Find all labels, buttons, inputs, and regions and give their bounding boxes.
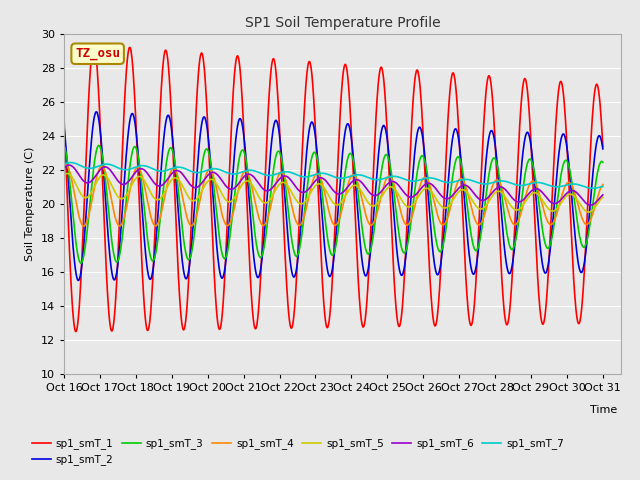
sp1_smT_5 <box>60 173 68 179</box>
sp1_smT_3 <box>180 241 188 247</box>
sp1_smT_3 <box>77 260 84 266</box>
sp1_smT_7 <box>599 183 607 189</box>
sp1_smT_2 <box>599 146 607 152</box>
sp1_smT_7 <box>67 160 75 166</box>
sp1_smT_7 <box>60 161 68 167</box>
sp1_smT_7 <box>589 185 596 191</box>
sp1_smT_5 <box>63 170 71 176</box>
sp1_smT_4 <box>241 168 249 174</box>
sp1_smT_1 <box>168 114 175 120</box>
Title: SP1 Soil Temperature Profile: SP1 Soil Temperature Profile <box>244 16 440 30</box>
sp1_smT_5 <box>167 178 175 184</box>
sp1_smT_6 <box>488 191 495 196</box>
Text: TZ_osu: TZ_osu <box>75 47 120 60</box>
sp1_smT_3 <box>417 154 425 159</box>
sp1_smT_5 <box>488 194 495 200</box>
Y-axis label: Soil Temperature (C): Soil Temperature (C) <box>25 147 35 261</box>
sp1_smT_3 <box>60 143 68 148</box>
sp1_smT_5 <box>535 192 543 198</box>
sp1_smT_1 <box>599 144 607 149</box>
sp1_smT_2 <box>180 273 188 278</box>
sp1_smT_2 <box>488 128 496 134</box>
sp1_smT_5 <box>585 209 593 215</box>
sp1_smT_4 <box>60 163 68 169</box>
sp1_smT_4 <box>418 179 426 184</box>
sp1_smT_3 <box>599 159 607 165</box>
sp1_smT_6 <box>167 171 175 177</box>
sp1_smT_3 <box>241 150 248 156</box>
sp1_smT_4 <box>62 162 70 168</box>
sp1_smT_7 <box>180 166 188 171</box>
sp1_smT_7 <box>417 177 425 182</box>
sp1_smT_7 <box>535 180 543 185</box>
sp1_smT_6 <box>417 185 425 191</box>
sp1_smT_6 <box>180 173 188 179</box>
sp1_smT_1 <box>488 90 496 96</box>
sp1_smT_1 <box>90 42 98 48</box>
sp1_smT_1 <box>60 114 68 120</box>
sp1_smT_6 <box>587 202 595 208</box>
sp1_smT_2 <box>418 129 426 134</box>
sp1_smT_7 <box>488 180 495 186</box>
sp1_smT_6 <box>65 162 73 168</box>
sp1_smT_6 <box>535 187 543 192</box>
Line: sp1_smT_4: sp1_smT_4 <box>64 165 603 226</box>
sp1_smT_1 <box>418 105 426 110</box>
sp1_smT_4 <box>536 192 543 198</box>
sp1_smT_3 <box>167 145 175 151</box>
Line: sp1_smT_2: sp1_smT_2 <box>64 112 603 280</box>
sp1_smT_2 <box>74 277 82 283</box>
Line: sp1_smT_5: sp1_smT_5 <box>64 173 603 212</box>
sp1_smT_1 <box>72 329 80 335</box>
sp1_smT_3 <box>535 204 543 209</box>
sp1_smT_5 <box>241 179 248 185</box>
Line: sp1_smT_3: sp1_smT_3 <box>64 145 603 263</box>
sp1_smT_6 <box>241 173 248 179</box>
sp1_smT_6 <box>599 192 607 198</box>
sp1_smT_5 <box>180 186 188 192</box>
sp1_smT_4 <box>488 184 496 190</box>
sp1_smT_2 <box>60 124 68 130</box>
Line: sp1_smT_6: sp1_smT_6 <box>64 165 603 205</box>
Line: sp1_smT_1: sp1_smT_1 <box>64 45 603 332</box>
sp1_smT_7 <box>167 166 175 172</box>
sp1_smT_4 <box>599 181 607 187</box>
Legend: sp1_smT_1, sp1_smT_2, sp1_smT_3, sp1_smT_4, sp1_smT_5, sp1_smT_6, sp1_smT_7: sp1_smT_1, sp1_smT_2, sp1_smT_3, sp1_smT… <box>28 434 568 469</box>
sp1_smT_2 <box>92 109 100 115</box>
sp1_smT_5 <box>599 194 607 200</box>
sp1_smT_4 <box>80 223 88 229</box>
sp1_smT_4 <box>168 168 175 173</box>
sp1_smT_1 <box>180 325 188 331</box>
sp1_smT_1 <box>241 152 249 157</box>
Line: sp1_smT_7: sp1_smT_7 <box>64 163 603 188</box>
sp1_smT_3 <box>488 159 495 165</box>
X-axis label: Time: Time <box>591 405 618 415</box>
sp1_smT_2 <box>241 143 249 149</box>
sp1_smT_7 <box>241 168 248 174</box>
sp1_smT_2 <box>168 126 175 132</box>
sp1_smT_4 <box>180 204 188 210</box>
sp1_smT_6 <box>60 166 68 171</box>
sp1_smT_5 <box>417 190 425 195</box>
sp1_smT_1 <box>536 302 543 308</box>
sp1_smT_2 <box>536 237 543 243</box>
